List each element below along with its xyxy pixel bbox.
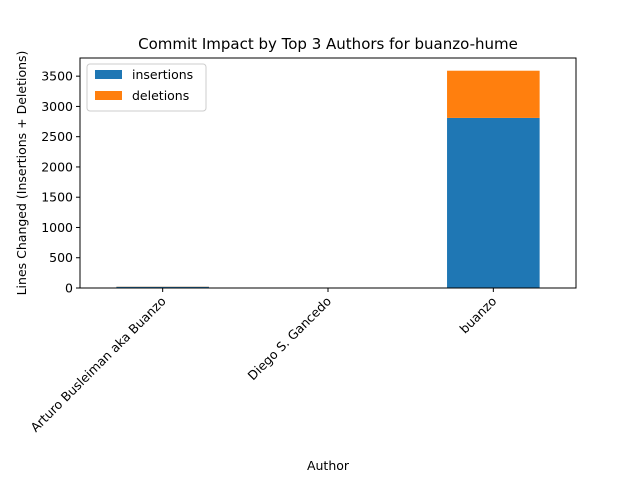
y-tick-label: 2500	[41, 129, 73, 144]
y-tick-label: 500	[49, 250, 73, 265]
y-tick-label: 0	[65, 281, 73, 296]
legend-label-deletions: deletions	[132, 88, 189, 103]
y-tick-label: 1500	[41, 190, 73, 205]
y-axis-label: Lines Changed (Insertions + Deletions)	[14, 51, 29, 296]
legend: insertions deletions	[86, 63, 207, 112]
legend-swatch-insertions	[95, 70, 122, 79]
x-axis-label: Author	[307, 458, 350, 473]
y-tick-label: 1000	[41, 220, 73, 235]
y-tick-label: 3000	[41, 99, 73, 114]
chart-title: Commit Impact by Top 3 Authors for buanz…	[138, 35, 518, 53]
bar-insertions-2	[447, 117, 540, 288]
y-tick-label: 3500	[41, 69, 73, 84]
y-tick-label: 2000	[41, 159, 73, 174]
bar-deletions-2	[447, 70, 540, 118]
legend-label-insertions: insertions	[132, 67, 193, 82]
y-axis: 0 500 1000 1500 2000 2500 3000 3500	[41, 69, 80, 296]
bar-insertions-0	[116, 286, 209, 288]
bars-layer	[116, 70, 540, 288]
legend-swatch-deletions	[95, 91, 122, 100]
